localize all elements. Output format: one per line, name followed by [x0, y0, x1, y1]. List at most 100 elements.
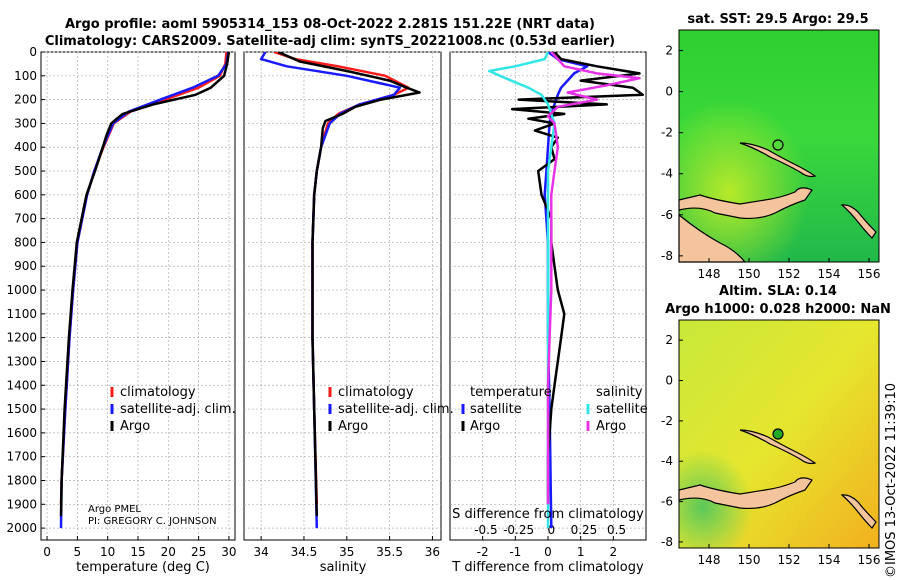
figure-title-line2: Climatology: CARS2009. Satellite-adj cli… — [45, 34, 615, 49]
salinity-panel: 34 34.5 35 35.5 36 — [243, 51, 442, 559]
depth-tick-label: 1600 — [6, 426, 37, 440]
new-guinea-land — [678, 187, 813, 220]
x-tick-label-top: -0.25 — [503, 523, 534, 537]
map-x-tick-label: 154 — [818, 553, 841, 567]
depth-tick-label: 600 — [14, 188, 37, 202]
papua-land — [678, 213, 747, 263]
x-tick-label: 20 — [161, 545, 176, 559]
solomon-islands-land — [840, 494, 877, 529]
map-y-tick-label: -6 — [661, 208, 673, 222]
legend-label-t-satellite: satellite — [470, 402, 522, 417]
argo-position-marker — [772, 139, 784, 151]
legend-label-argo: Argo — [338, 419, 368, 434]
map-y-tick-label: -4 — [661, 167, 673, 181]
map-x-tick-label: 152 — [778, 267, 801, 281]
series-line-argo — [59, 52, 231, 517]
annotation-pi: PI: GREGORY C. JOHNSON — [88, 516, 217, 527]
sla-map-title: Altim. SLA: 0.14 — [719, 284, 837, 299]
new-guinea-land — [678, 477, 813, 510]
argo-position-marker — [772, 428, 784, 440]
series-line-temperature-argo — [510, 52, 644, 505]
map-x-tick-label: 148 — [698, 267, 721, 281]
depth-tick-label: 0 — [29, 45, 37, 59]
map-y-tick-label: -8 — [661, 535, 673, 549]
map-y-tick-label: 2 — [665, 333, 673, 347]
new-ireland-land — [739, 142, 817, 178]
map-y-tick-label: -4 — [661, 454, 673, 468]
depth-tick-label: 300 — [14, 116, 37, 130]
map-y-tick-label: 0 — [665, 374, 673, 388]
x-tick-label-top: 0 — [547, 523, 555, 537]
new-ireland-land — [739, 429, 817, 465]
x-tick-label: 36 — [425, 545, 440, 559]
series-line-argo — [277, 52, 421, 517]
depth-tick-label: 1300 — [6, 354, 37, 368]
map-y-tick-label: -8 — [661, 249, 673, 263]
difference-legend: temperature salinity satellite Argo sate… — [461, 385, 648, 434]
legend-label-climatology: climatology — [120, 385, 196, 400]
depth-tick-label: 900 — [14, 259, 37, 273]
sst-warm-patch — [679, 30, 879, 262]
depth-tick-label: 1200 — [6, 331, 37, 345]
x-tick-label: 0 — [544, 545, 552, 559]
depth-tick-label: 1700 — [6, 450, 37, 464]
x-tick-label: 15 — [130, 545, 145, 559]
x-tick-label: 35.5 — [376, 545, 403, 559]
x-tick-label: 5 — [74, 545, 82, 559]
series-line-salinity-argo — [546, 52, 641, 505]
map-x-tick-label: 150 — [738, 553, 761, 567]
x-tick-label: 34.5 — [291, 545, 318, 559]
difference-panel: -2 -1 0 1 2 -0.5 -0.25 0 0.25 0.5 — [449, 51, 647, 559]
legend-label-climatology: climatology — [338, 385, 414, 400]
depth-tick-label: 1400 — [6, 378, 37, 392]
x-tick-label: 25 — [191, 545, 206, 559]
temperature-legend: climatology satellite-adj. clim. Argo — [110, 385, 236, 434]
depth-axis: 0 100 200 300 400 500 600 700 800 900 1000 1100 1200… — [6, 45, 45, 535]
depth-tick-label: 1500 — [6, 402, 37, 416]
x-tick-label-top: -0.5 — [474, 523, 497, 537]
depth-tick-label: 700 — [14, 212, 37, 226]
map-x-tick-label: 156 — [858, 267, 881, 281]
legend-label-s-satellite: satellite — [596, 402, 648, 417]
legend-label-satellite: satellite-adj. clim. — [120, 402, 236, 417]
depth-tick-label: 1100 — [6, 307, 37, 321]
depth-tick-label: 1000 — [6, 283, 37, 297]
depth-tick-label: 1800 — [6, 473, 37, 487]
x-tick-label-top: 0.25 — [571, 523, 598, 537]
credit-timestamp: ©IMOS 13-Oct-2022 11:39:10 — [884, 383, 899, 578]
temperature-xlabel: temperature (deg C) — [76, 560, 210, 575]
map-x-tick-label: 152 — [778, 553, 801, 567]
sla-map-subtitle: Argo h1000: 0.028 h2000: NaN — [665, 302, 891, 317]
difference-xlabel-top: S difference from climatology — [452, 507, 644, 522]
x-tick-label: 10 — [100, 545, 115, 559]
figure-title-line1: Argo profile: aoml 5905314_153 08-Oct-20… — [65, 17, 595, 32]
depth-tick-label: 200 — [14, 93, 37, 107]
sst-map-axes: 148 150 152 154 156 2 0 -2 -4 -6 -8 — [661, 44, 880, 281]
map-x-tick-label: 154 — [818, 267, 841, 281]
legend-header-salinity: salinity — [596, 385, 643, 400]
x-tick-label: 1 — [577, 545, 585, 559]
depth-tick-label: 800 — [14, 235, 37, 249]
solomon-islands-land — [840, 204, 877, 239]
sst-map — [678, 29, 880, 263]
salinity-legend: climatology satellite-adj. clim. Argo — [328, 385, 454, 434]
x-tick-label: -1 — [509, 545, 521, 559]
salinity-xlabel: salinity — [320, 560, 367, 575]
sla-map-axes: 148 150 152 154 156 2 0 -2 -4 -6 -8 — [661, 333, 880, 567]
x-tick-label: 35 — [339, 545, 354, 559]
legend-label-s-argo: Argo — [596, 419, 626, 434]
depth-tick-label: 1900 — [6, 497, 37, 511]
map-y-tick-label: -2 — [661, 126, 673, 140]
x-tick-label: -2 — [477, 545, 489, 559]
map-y-tick-label: -6 — [661, 495, 673, 509]
legend-label-satellite: satellite-adj. clim. — [338, 402, 454, 417]
depth-tick-label: 100 — [14, 69, 37, 83]
depth-tick-label: 500 — [14, 164, 37, 178]
map-x-tick-label: 156 — [858, 553, 881, 567]
depth-tick-label: 400 — [14, 140, 37, 154]
x-tick-label: 30 — [221, 545, 236, 559]
annotation-argo-pmel: Argo PMEL — [88, 504, 141, 515]
plot-frame — [243, 51, 442, 541]
map-y-tick-label: 2 — [665, 44, 673, 58]
